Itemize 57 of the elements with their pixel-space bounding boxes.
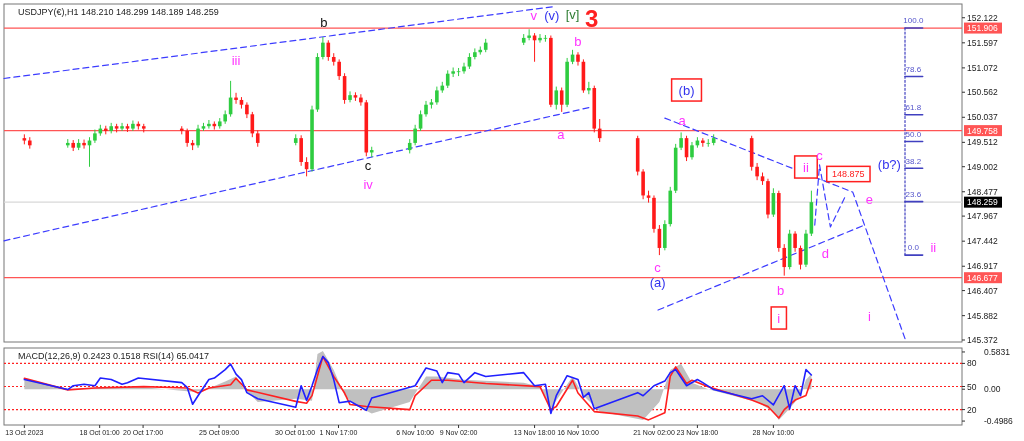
annotation: 78.6 (905, 64, 922, 74)
y-tick-label: 149.002 (967, 161, 998, 172)
y2-tick-label: 0.00 (984, 384, 1001, 395)
annotation: MACD(12,26,9) 0.2423 0.1518 RSI(14) 65.0417 (18, 351, 210, 361)
y-tick-label: 149.512 (967, 137, 998, 148)
annotation: c (654, 259, 662, 275)
annotation: c (816, 147, 824, 163)
annotation: i (867, 308, 871, 324)
y-tick-label: 150.037 (967, 112, 998, 123)
y-tick-label: 80 (967, 358, 977, 369)
y-tick-label: 151.597 (967, 37, 998, 48)
annotation: a (557, 126, 566, 142)
annotation: 0.0 (907, 242, 920, 252)
annotation: iv (363, 176, 374, 192)
y-tick-label: 146.917 (967, 261, 998, 272)
annotation: c (364, 157, 372, 173)
annotation: (v) (544, 7, 560, 23)
annotation: iii (231, 52, 241, 68)
y-tick-label: 145.882 (967, 310, 998, 321)
y-tick-label: 146.407 (967, 285, 998, 296)
annotation: USDJPY(€),H1 148.210 148.299 148.189 148.259 (18, 7, 219, 17)
annotation: e (865, 191, 873, 207)
annotation: 148.875 (832, 169, 865, 179)
annotation: b (574, 33, 582, 49)
ref-line-label: 151.906 (967, 23, 998, 34)
annotation: 3 (584, 4, 599, 32)
ref-line-label: 149.758 (967, 125, 998, 136)
annotation: (b?) (877, 156, 901, 172)
annotation: 100.0 (903, 15, 924, 25)
annotation: b (320, 14, 328, 30)
y-tick-label: 50 (967, 381, 977, 392)
annotation: ii (803, 159, 809, 175)
annotation: (b) (678, 82, 695, 98)
ref-line-label: 146.677 (967, 272, 998, 283)
y-tick-label: 20 (967, 404, 977, 415)
annotation: v (530, 7, 538, 23)
annotation: 61.8 (905, 102, 922, 112)
y-tick-label: 150.562 (967, 87, 998, 98)
annotation: [v] (565, 6, 580, 22)
annotation: ii (930, 239, 937, 255)
annotation: a (678, 112, 687, 128)
annotation: (a) (649, 274, 666, 290)
y-tick-label: 152.122 (967, 12, 998, 23)
y-tick-label: 145.372 (967, 334, 998, 345)
y2-tick-label: -0.4986 (984, 416, 1014, 427)
annotation: 38.2 (905, 156, 922, 166)
y-tick-label: 148.477 (967, 186, 998, 197)
y-tick-label: 147.442 (967, 236, 998, 247)
annotation: 50.0 (905, 129, 922, 139)
y-tick-label: 147.967 (967, 211, 998, 222)
annotation: i (777, 310, 781, 326)
annotation: b (777, 282, 785, 298)
y-tick-label: 151.072 (967, 62, 998, 73)
annotation: 23.6 (905, 189, 922, 199)
annotation: d (821, 245, 829, 261)
y2-tick-label: 0.5831 (984, 346, 1011, 357)
ref-line-label: 148.259 (967, 197, 998, 208)
